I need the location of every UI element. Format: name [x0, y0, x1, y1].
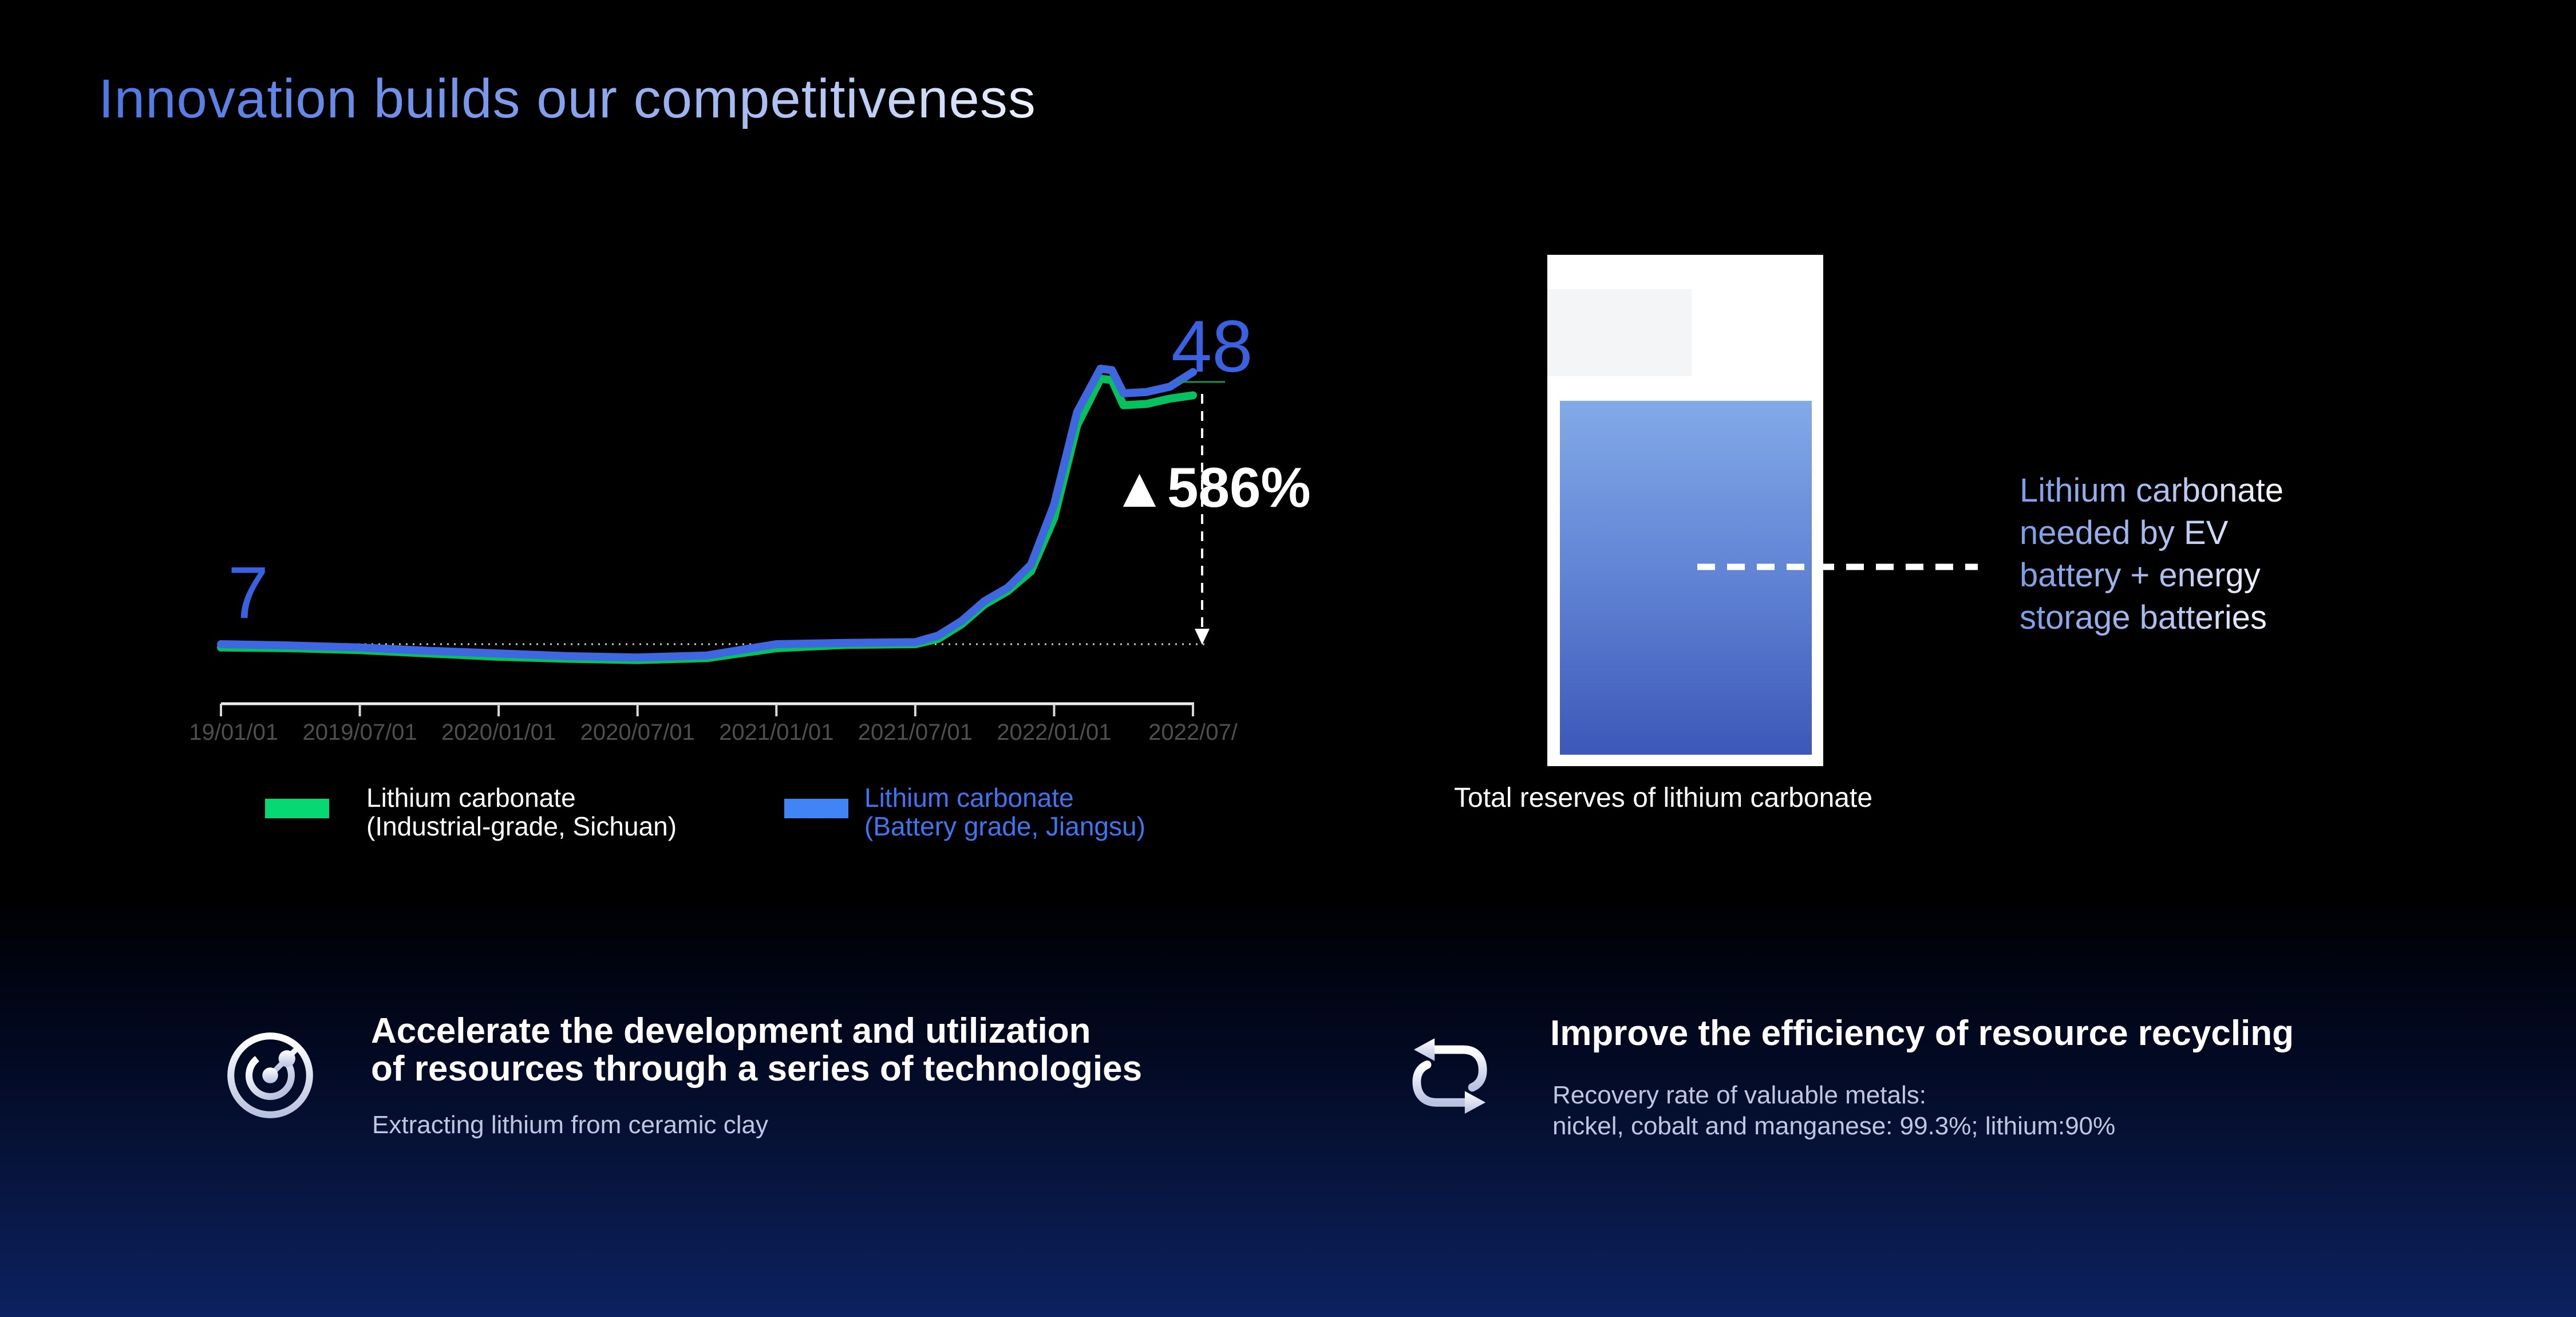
end-value-label: 48 — [1171, 306, 1253, 388]
highlight-1-title-line2: of resources through a series of technol… — [371, 1049, 1143, 1089]
reserves-note-line4: storage batteries — [2020, 599, 2267, 636]
legend-label: Lithium carbonate (Battery grade, Jiangs… — [864, 783, 1145, 841]
series-lines — [217, 365, 1197, 664]
price-line-chart: 2019/01/01 2019/07/01 2020/01/01 2020/07/01… — [189, 365, 1238, 745]
change-arrow-head — [1195, 629, 1210, 645]
reserves-note-line2: needed by EV — [2020, 514, 2229, 551]
x-axis-label: 2020/01/01 — [441, 720, 556, 745]
reserves-fill-bar — [1560, 401, 1812, 755]
highlight-2-title: Improve the efficiency of resource recyc… — [1550, 1014, 2294, 1053]
legend-label-line2: (Battery grade, Jiangsu) — [864, 811, 1145, 841]
x-axis-label: 2021/01/01 — [719, 720, 833, 745]
x-axis-ticks — [220, 704, 1194, 716]
reserves-note: Lithium carbonate needed by EV battery +… — [2020, 470, 2283, 639]
reserves-note-line3: battery + energy — [2020, 557, 2261, 594]
legend-swatch-blue — [784, 799, 848, 818]
page-title: Innovation builds our competitiveness — [98, 68, 1036, 129]
highlight-2-subtitle-line2: nickel, cobalt and manganese: 99.3%; lit… — [1552, 1112, 2116, 1140]
legend-label-line1: Lithium carbonate — [864, 783, 1074, 813]
highlight-2-subtitle: Recovery rate of valuable metals: nickel… — [1552, 1080, 2115, 1142]
legend-item-battery: Lithium carbonate (Battery grade, Jiangs… — [784, 783, 1145, 841]
highlight-1-title-line1: Accelerate the development and utilizati… — [371, 1011, 1091, 1051]
x-axis-labels: 2019/01/01 2019/07/01 2020/01/01 2020/07/01… — [189, 720, 1238, 745]
x-axis-label: 2020/07/01 — [580, 720, 695, 745]
legend-swatch-green — [265, 799, 329, 818]
recycle-arrows-icon — [1412, 1038, 1487, 1114]
x-axis-label: 2021/07/01 — [858, 720, 973, 745]
legend-item-industrial: Lithium carbonate (Industrial-grade, Sic… — [265, 783, 677, 841]
start-value-label: 7 — [228, 552, 269, 634]
reserves-note-line1: Lithium carbonate — [2020, 472, 2284, 509]
reserves-dashed-connector — [1697, 563, 1978, 570]
legend-label-line2: (Industrial-grade, Sichuan) — [366, 811, 677, 841]
x-axis-label: 2019/07/01 — [302, 720, 417, 745]
x-axis-label: 2022/07/ — [1148, 720, 1238, 745]
highlight-1-title: Accelerate the development and utilizati… — [371, 1012, 1142, 1088]
percent-change-label: ▲586% — [1112, 456, 1311, 519]
x-axis-label: 2019/01/01 — [189, 720, 278, 745]
highlight-2-subtitle-line1: Recovery rate of valuable metals: — [1552, 1081, 1926, 1109]
series-line-1 — [217, 365, 1197, 662]
legend-label: Lithium carbonate (Industrial-grade, Sic… — [366, 783, 677, 841]
x-axis-label: 2022/01/01 — [997, 720, 1111, 745]
reserves-container-texture — [1547, 289, 1692, 376]
highlight-1-subtitle: Extracting lithium from ceramic clay — [372, 1111, 768, 1139]
reserves-caption: Total reserves of lithium carbonate — [1454, 783, 1873, 813]
legend-label-line1: Lithium carbonate — [366, 783, 576, 813]
radar-target-icon — [224, 1029, 317, 1122]
